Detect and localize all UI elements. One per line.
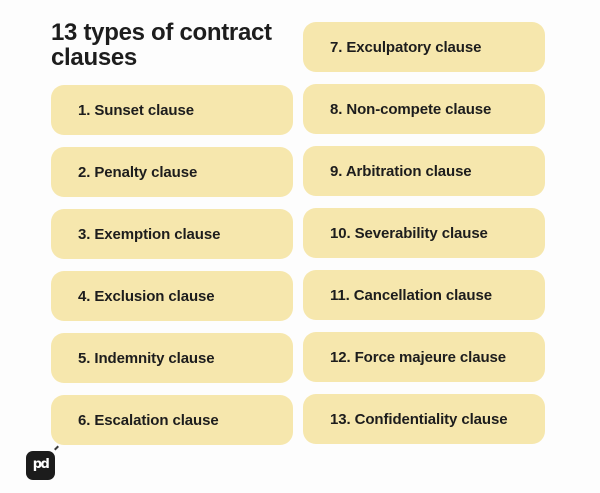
clause-pill: 13. Confidentiality clause	[303, 394, 545, 444]
clause-label: 3. Exemption clause	[78, 225, 221, 243]
clause-label: 6. Escalation clause	[78, 411, 219, 429]
clause-pill: 11. Cancellation clause	[303, 270, 545, 320]
right-column: 7. Exculpatory clause 8. Non-compete cla…	[303, 22, 545, 444]
clause-label: 13. Confidentiality clause	[330, 410, 508, 428]
registered-mark-icon	[54, 445, 59, 451]
pandadoc-logo: pd	[26, 445, 59, 480]
clause-label: 4. Exclusion clause	[78, 287, 215, 305]
page-title: 13 types of contract clauses	[51, 19, 272, 71]
clause-label: 9. Arbitration clause	[330, 162, 472, 180]
clause-label: 8. Non-compete clause	[330, 100, 492, 118]
clause-pill: 12. Force majeure clause	[303, 332, 545, 382]
clause-label: 10. Severability clause	[330, 224, 488, 242]
clause-label: 11. Cancellation clause	[330, 286, 492, 304]
clause-pill: 6. Escalation clause	[51, 395, 293, 445]
clause-pill: 4. Exclusion clause	[51, 271, 293, 321]
clause-label: 2. Penalty clause	[78, 163, 198, 181]
clause-pill: 5. Indemnity clause	[51, 333, 293, 383]
clause-pill: 7. Exculpatory clause	[303, 22, 545, 72]
clause-pill: 2. Penalty clause	[51, 147, 293, 197]
clause-label: 1. Sunset clause	[78, 101, 194, 119]
left-column: 1. Sunset clause 2. Penalty clause 3. Ex…	[51, 85, 293, 445]
clause-pill: 3. Exemption clause	[51, 209, 293, 259]
clause-label: 12. Force majeure clause	[330, 348, 507, 366]
clause-pill: 10. Severability clause	[303, 208, 545, 258]
clause-pill: 9. Arbitration clause	[303, 146, 545, 196]
pd-logo-glyph: pd	[32, 457, 50, 472]
clause-label: 7. Exculpatory clause	[330, 38, 482, 56]
clause-pill: 8. Non-compete clause	[303, 84, 545, 134]
clause-label: 5. Indemnity clause	[78, 349, 215, 367]
clause-pill: 1. Sunset clause	[51, 85, 293, 135]
